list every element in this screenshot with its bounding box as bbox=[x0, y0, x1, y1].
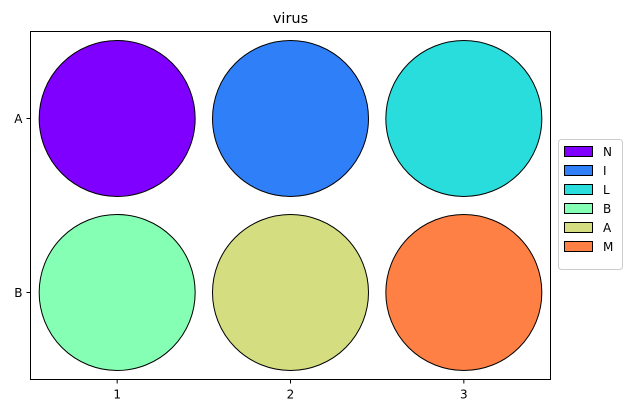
legend-label-L: L bbox=[603, 183, 610, 197]
cell-B2-circle bbox=[212, 214, 369, 371]
y-tick-label: B bbox=[14, 286, 22, 300]
legend-label-B: B bbox=[603, 202, 611, 216]
legend-swatch-A bbox=[564, 222, 593, 233]
legend-swatch-N bbox=[564, 146, 593, 157]
axes-layer: 1 2 3 A B bbox=[14, 112, 467, 402]
legend-label-M: M bbox=[603, 240, 613, 254]
x-tick-label: 1 bbox=[113, 388, 121, 402]
cell-B3-circle bbox=[385, 214, 543, 371]
legend-label-N: N bbox=[603, 145, 612, 159]
cells-layer bbox=[38, 40, 543, 371]
legend-swatch-I bbox=[564, 165, 593, 176]
cell-A1-circle bbox=[38, 40, 196, 197]
x-tick-label: 2 bbox=[287, 388, 295, 402]
cell-B1-circle bbox=[38, 214, 196, 371]
y-tick-label: A bbox=[14, 112, 23, 126]
legend-swatch-B bbox=[564, 203, 593, 214]
legend-label-I: I bbox=[603, 164, 607, 178]
legend-swatch-M bbox=[564, 241, 593, 252]
legend-label-A: A bbox=[603, 221, 612, 235]
cell-A3-circle bbox=[385, 40, 543, 197]
legend-swatch-L bbox=[564, 184, 593, 195]
cell-A2-circle bbox=[212, 40, 369, 197]
chart-title: virus bbox=[273, 11, 308, 27]
x-tick-label: 3 bbox=[460, 388, 468, 402]
